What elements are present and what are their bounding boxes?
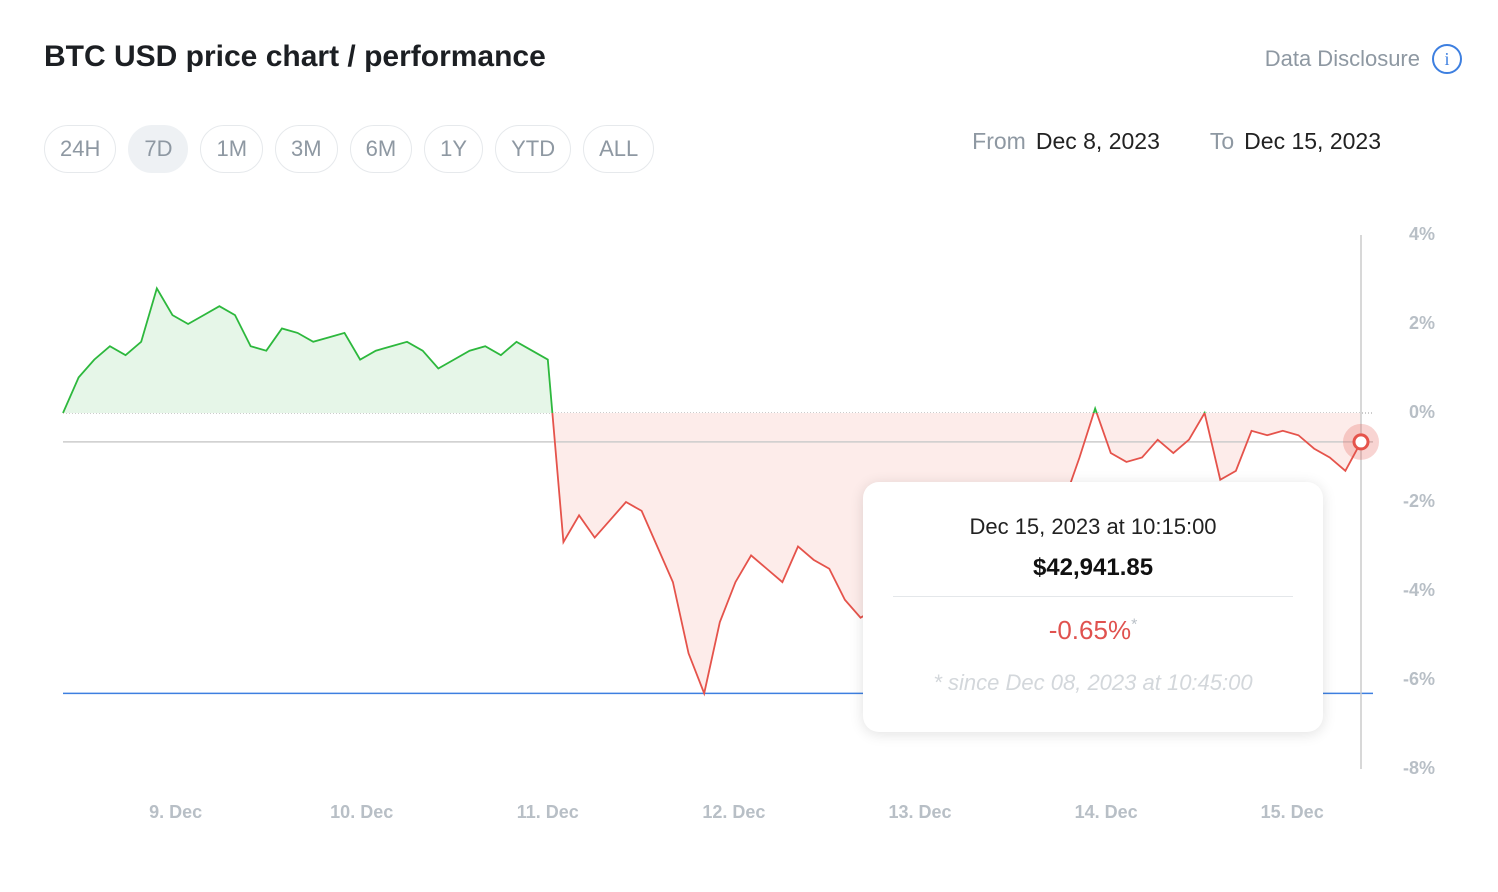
- x-tick-label: 12. Dec: [702, 802, 765, 822]
- x-tick-label: 9. Dec: [149, 802, 202, 822]
- to-label: To: [1209, 128, 1235, 154]
- disclosure-link[interactable]: Data Disclosure: [1264, 46, 1420, 71]
- tooltip-price: $42,941.85: [1032, 554, 1154, 581]
- area-up: [63, 288, 1361, 413]
- y-tick-label: -2%: [1403, 491, 1435, 511]
- x-tick-label: 15. Dec: [1261, 802, 1324, 822]
- from-date[interactable]: Dec 8, 2023: [1035, 128, 1160, 154]
- tooltip-asterisk: *: [1131, 616, 1138, 634]
- y-tick-label: 4%: [1409, 224, 1435, 244]
- range-button[interactable]: ALL: [583, 125, 655, 173]
- range-button[interactable]: 1M: [200, 125, 264, 173]
- x-tick-label: 10. Dec: [330, 802, 393, 822]
- marker: [1352, 433, 1370, 451]
- y-tick-label: -4%: [1403, 580, 1435, 600]
- tooltip-date: Dec 15, 2023 at 10:15:00: [969, 514, 1217, 539]
- line-up: [62, 286, 1206, 413]
- page-title: BTC USD price chart / performance: [44, 40, 546, 73]
- info-icon[interactable]: i: [1432, 44, 1462, 74]
- y-tick-label: 2%: [1409, 313, 1435, 333]
- from-label: From: [972, 128, 1026, 154]
- y-tick-label: -6%: [1403, 669, 1435, 689]
- x-tick-label: 11. Dec: [517, 802, 579, 822]
- to-date[interactable]: Dec 15, 2023: [1244, 128, 1381, 154]
- tooltip-change: -0.65%: [1048, 615, 1132, 645]
- x-tick-label: 13. Dec: [888, 802, 951, 822]
- range-button[interactable]: 1Y: [424, 125, 484, 173]
- range-button[interactable]: 6M: [349, 125, 413, 173]
- disclosure[interactable]: Data Disclosure i: [1265, 44, 1462, 74]
- range-button[interactable]: 7D: [128, 125, 189, 173]
- line-down: [63, 413, 1362, 697]
- tooltip: Dec 15, 2023 at 10:15:00 $42,941.85 -0.6…: [863, 482, 1323, 732]
- y-tick-label: -8%: [1403, 758, 1435, 778]
- tooltip-note: * since Dec 08, 2023 at 10:45:00: [933, 670, 1253, 695]
- range-button[interactable]: 3M: [275, 125, 338, 173]
- period: From Dec 8, 2023 To Dec 15, 2023: [972, 128, 1381, 155]
- range-button[interactable]: YTD: [495, 125, 572, 173]
- range-button[interactable]: 24H: [44, 125, 117, 173]
- y-tick-label: 0%: [1409, 402, 1435, 422]
- x-tick-label: 14. Dec: [1075, 802, 1138, 822]
- range-buttons: 24H 7D 1M 3M 6M 1Y YTD ALL: [44, 125, 655, 173]
